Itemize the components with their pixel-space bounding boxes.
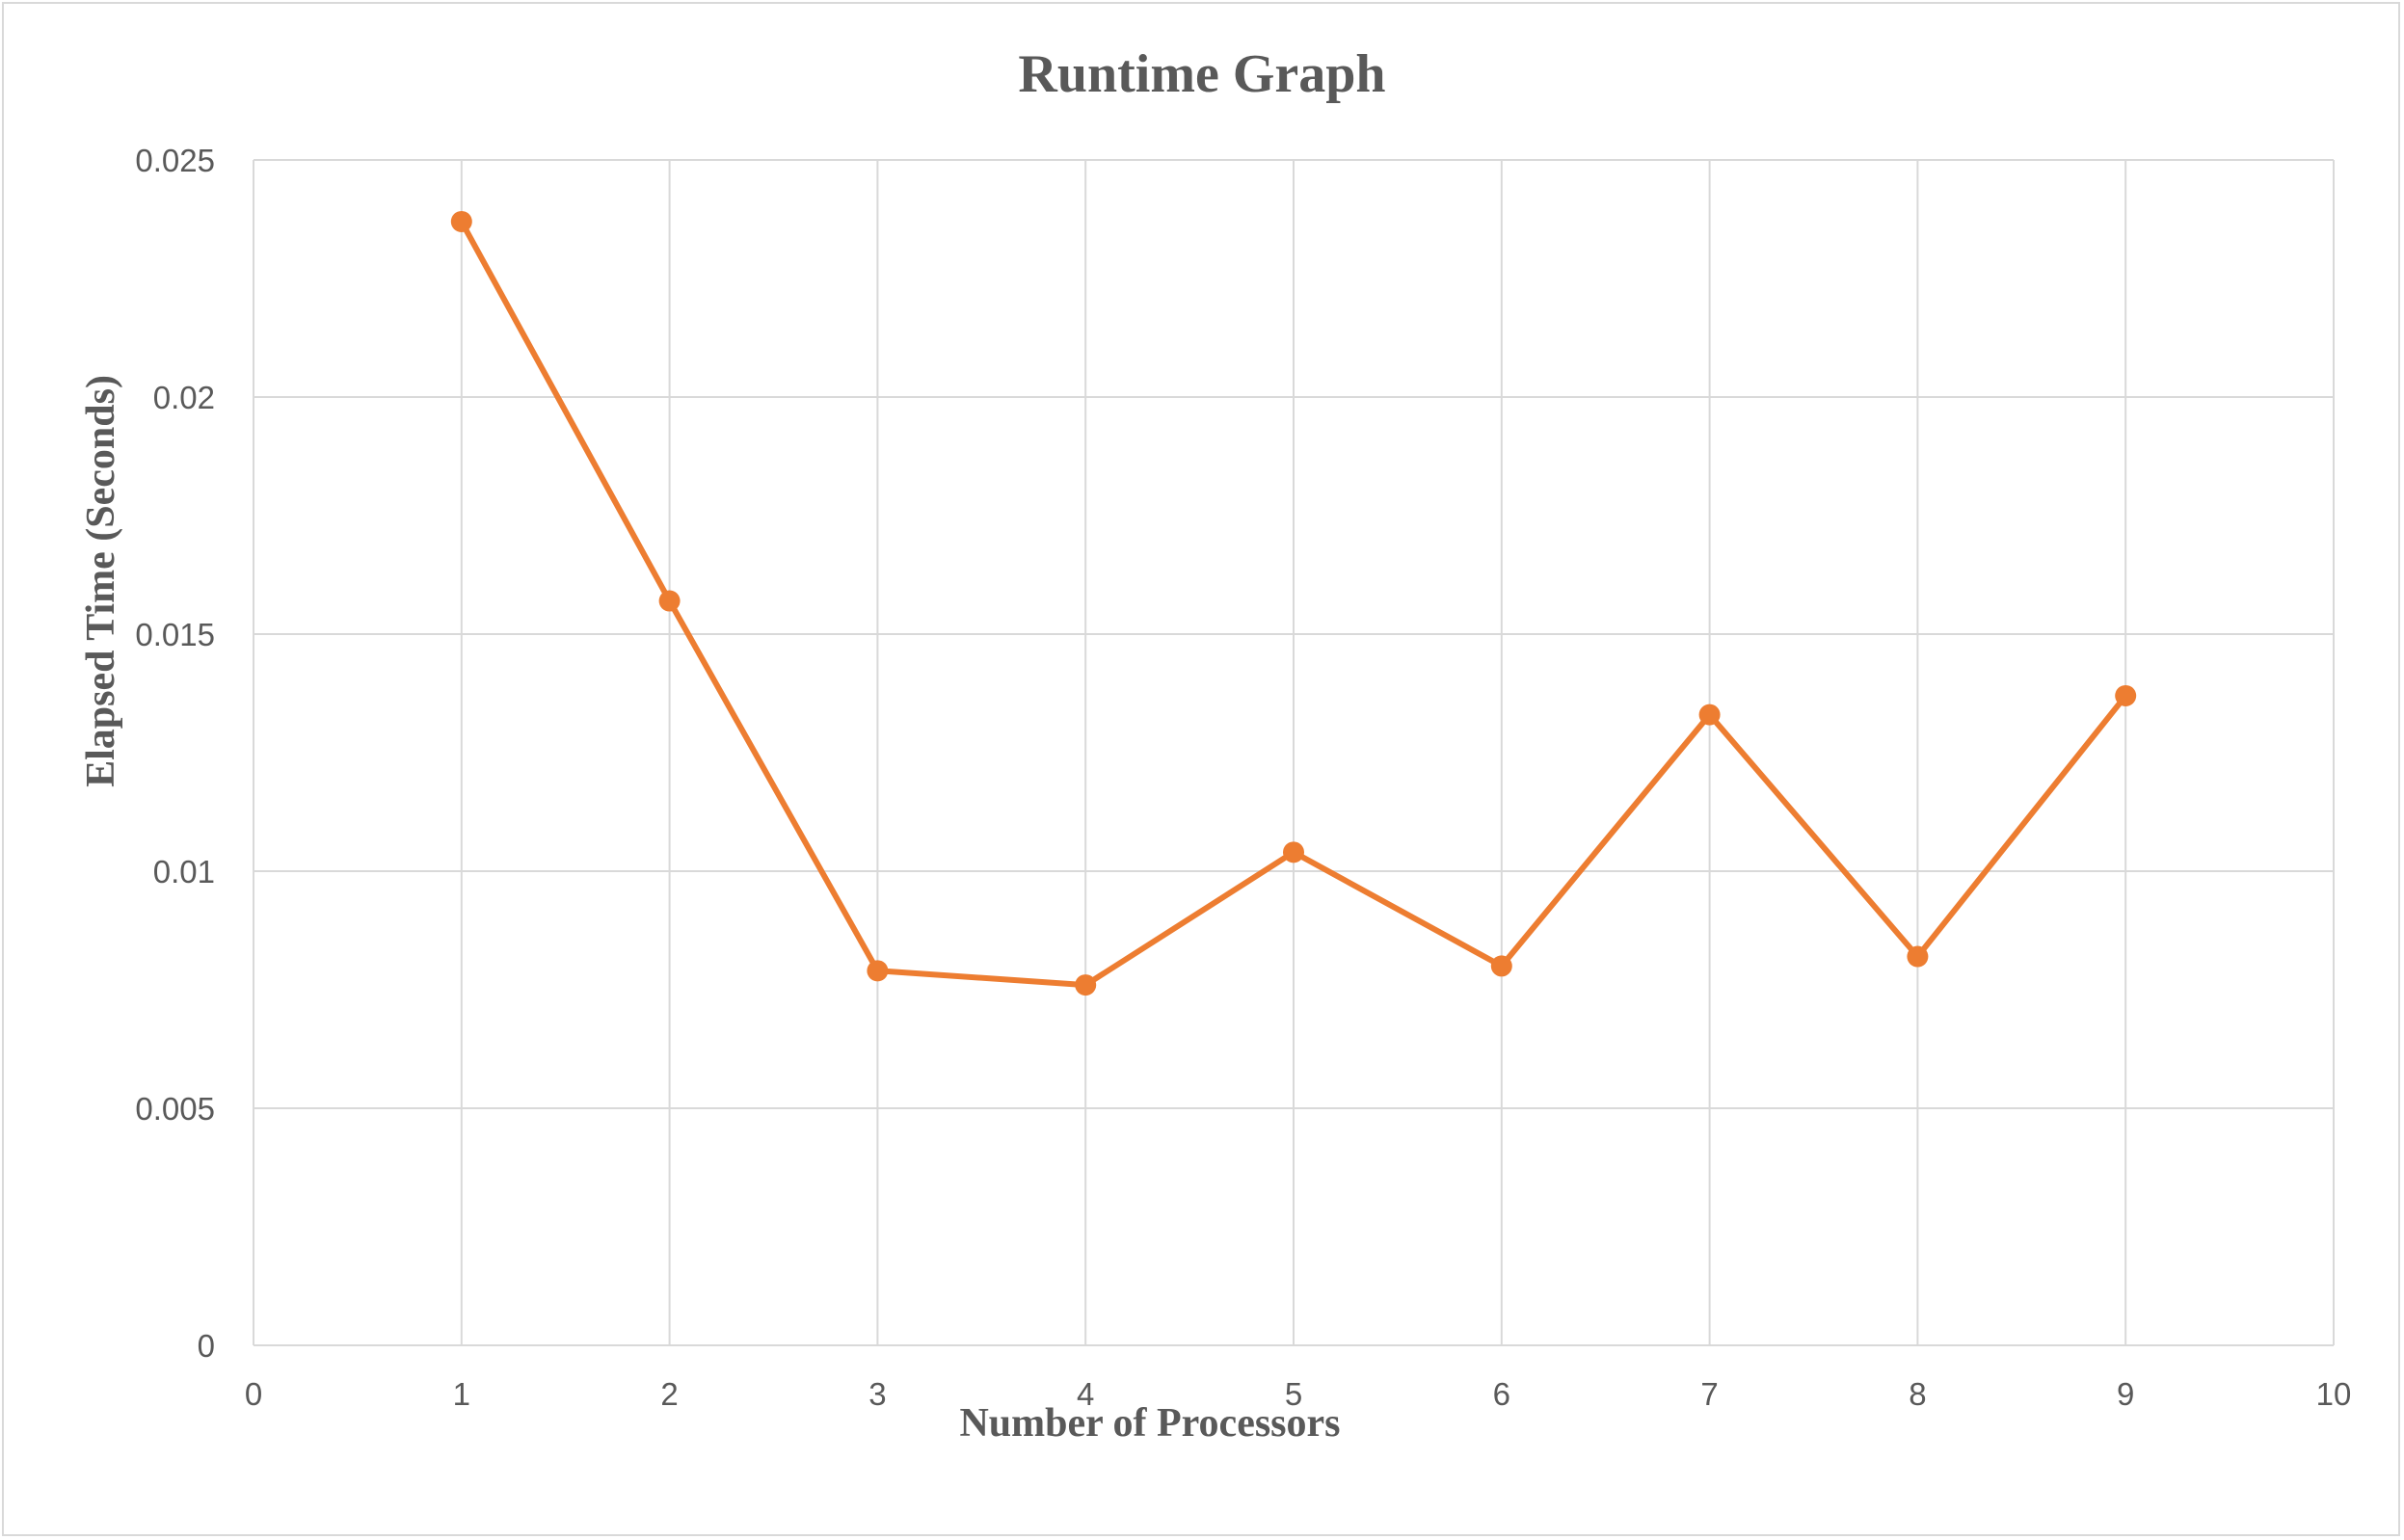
x-tick-label: 10 [2316,1376,2352,1412]
y-tick-label: 0 [198,1328,215,1364]
x-tick-label: 2 [660,1376,678,1412]
y-axis-title: Elapsed Time (Seconds) [79,375,123,787]
data-point [450,210,472,232]
x-axis-title: Number of Processors [959,1401,1340,1446]
x-tick-label: 4 [1077,1376,1094,1412]
chart-title: Runtime Graph [1018,44,1385,104]
grid-lines [253,159,2335,1346]
y-tick-label: 0.02 [153,380,215,415]
data-point [2115,684,2137,706]
series-layer [450,210,2137,996]
tick-labels: 0 0.005 0.01 0.015 0.02 0.025 0 1 2 3 4 5 6 7 8 9 10 [135,143,2351,1412]
data-point [1907,945,1929,968]
y-tick-label: 0.01 [153,854,215,889]
x-tick-label: 5 [1285,1376,1302,1412]
x-tick-label: 6 [1493,1376,1510,1412]
data-point [1075,974,1097,996]
x-tick-label: 8 [1909,1376,1926,1412]
x-tick-label: 0 [245,1376,262,1412]
x-tick-label: 9 [2117,1376,2134,1412]
data-point [658,590,681,612]
x-tick-label: 1 [453,1376,470,1412]
data-point [1698,704,1721,726]
y-tick-label: 0.005 [135,1091,215,1127]
y-tick-label: 0.015 [135,617,215,652]
data-point [867,960,889,982]
data-point [1283,841,1304,863]
x-tick-label: 7 [1700,1376,1718,1412]
x-tick-label: 3 [868,1376,886,1412]
data-point [1490,955,1512,977]
y-tick-label: 0.025 [135,143,215,178]
